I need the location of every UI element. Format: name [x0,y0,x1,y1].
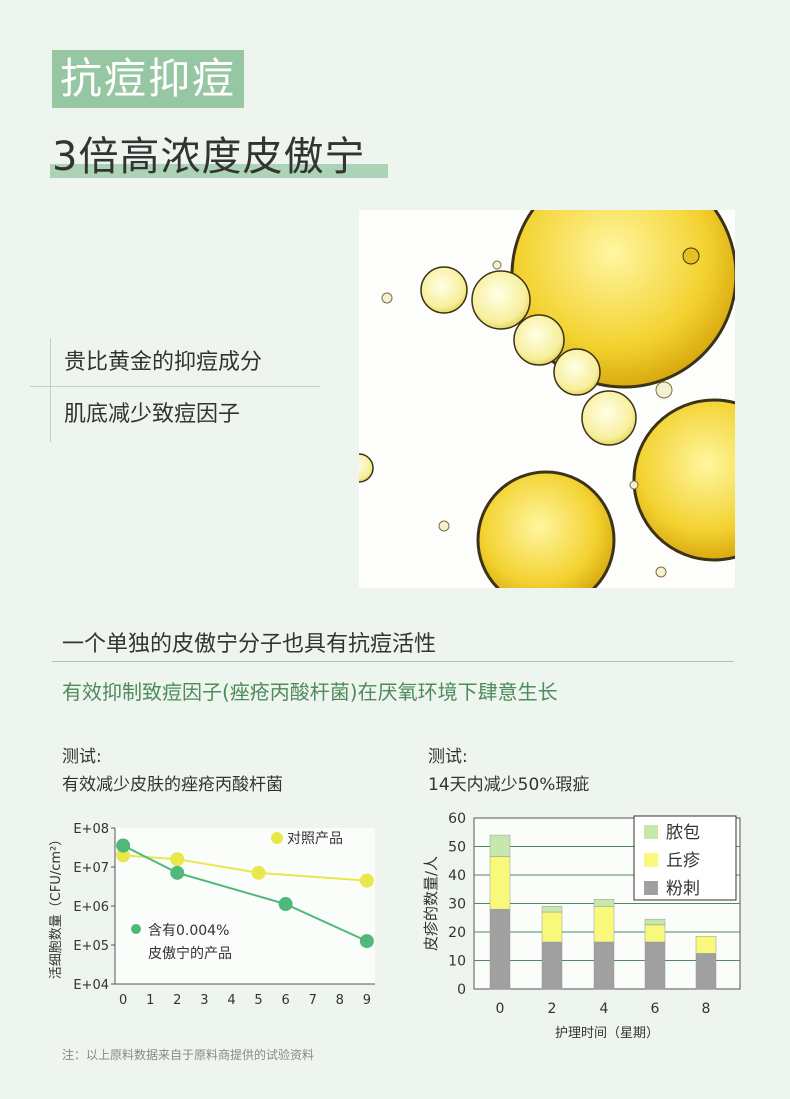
series-line-2 [122,844,368,943]
right-test-label: 测试: [428,747,468,767]
data-point [170,852,185,867]
x-tick-label: 4 [227,993,235,1008]
feature-divider-horizontal [30,386,320,387]
bar-segment [489,908,511,990]
y-axis-label: 皮疹的数量/人 [422,856,440,951]
legend-label-product-line1: 含有0.004% [148,923,229,939]
series-line-1 [123,854,367,882]
y-tick-label: 50 [448,840,466,856]
footnote: 注：以上原料数据来自于原料商提供的试验资料 [62,1048,315,1062]
x-axis-label: 护理时间（星期） [555,1026,659,1041]
y-tick-label: E+08 [73,822,109,837]
data-point [278,897,293,912]
legend-label: 粉刺 [666,879,700,899]
section-subheading: 有效抑制致痘因子(痤疮丙酸杆菌)在厌氧环境下肆意生长 [62,680,558,704]
x-tick-label: 6 [651,1001,660,1017]
left-test-label: 测试: [62,747,102,767]
bar-segment [593,898,615,907]
x-tick-label: 5 [254,993,262,1008]
feature-divider-vertical [50,338,51,442]
y-axis-label: 活细胞数量（CFU/cm²） [49,833,64,979]
oil-bubbles-image [359,210,735,588]
data-point [359,873,374,888]
y-tick-label: 20 [448,925,466,941]
section-heading: 一个单独的皮傲宁分子也具有抗痘活性 [62,632,437,657]
y-tick-label: E+06 [73,900,109,915]
bar-segment [489,834,511,857]
legend-marker-control [271,832,283,844]
x-tick-label: 2 [173,993,181,1008]
bar-segment [541,911,563,943]
subtitle-underline [50,164,388,178]
bar-segment [644,918,666,926]
data-point [251,865,266,880]
x-tick-label: 0 [496,1001,505,1017]
legend-label: 脓包 [666,823,700,843]
x-tick-label: 4 [600,1001,609,1017]
page-title: 抗痘抑痘 [52,50,245,108]
y-tick-label: E+05 [73,939,109,954]
x-tick-label: 1 [146,993,154,1008]
bar-segment [541,941,563,990]
right-test-desc: 14天内减少50%瑕疵 [428,775,590,795]
y-tick-label: E+07 [73,861,109,876]
x-tick-label: 0 [119,993,127,1008]
x-tick-label: 3 [200,993,208,1008]
y-tick-label: 40 [448,868,466,884]
y-tick-label: E+04 [73,978,109,993]
bar-segment [644,941,666,990]
data-point [116,838,131,853]
legend-label: 丘疹 [666,851,700,871]
x-tick-label: 8 [336,993,344,1008]
section-divider [52,661,734,662]
data-point [359,934,374,949]
page-subtitle: 3倍高浓度皮傲宁 [52,134,366,180]
data-point [170,865,185,880]
data-point [116,848,131,863]
x-tick-label: 8 [702,1001,711,1017]
y-tick-label: 10 [448,954,466,970]
legend-label-control: 对照产品 [287,831,343,847]
feature-1: 贵比黄金的抑痘成分 [64,350,263,375]
bar-segment [593,941,615,990]
bar-segment [644,924,666,943]
y-tick-label: 30 [448,897,466,913]
x-tick-label: 9 [363,993,371,1008]
x-tick-label: 7 [309,993,317,1008]
bar-segment [695,936,717,954]
feature-2: 肌底减少致痘因子 [64,402,241,427]
bar-segment [695,953,717,990]
bar-segment [593,906,615,943]
x-tick-label: 6 [281,993,289,1008]
bacteria-line-chart: E+08 E+07 E+06 E+05 E+04 0 1 2 3 4 5 6 7 8 9 活细胞数量（CFU/… [49,822,375,1008]
left-test-desc: 有效减少皮肤的痤疮丙酸杆菌 [62,775,283,795]
bar-segment [489,856,511,910]
legend-marker-product [131,924,141,934]
x-tick-label: 2 [548,1001,557,1017]
legend-label-product-line2: 皮傲宁的产品 [148,945,232,962]
plot-area [115,828,375,984]
legend-swatch [644,881,658,895]
y-tick-label: 0 [457,982,466,998]
legend-swatch [644,853,658,867]
bar-segment [541,906,563,913]
y-tick-label: 60 [448,811,466,827]
legend-swatch [644,825,658,839]
